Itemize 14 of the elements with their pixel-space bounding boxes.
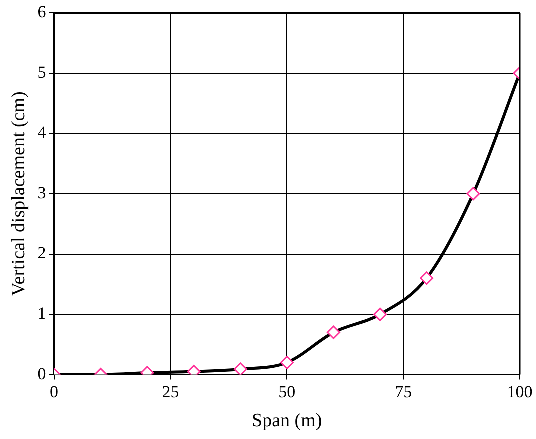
x-axis-title: Span (m) bbox=[252, 410, 322, 432]
y-tick-label: 5 bbox=[38, 62, 46, 82]
y-tick-label: 3 bbox=[38, 183, 46, 202]
y-tick-label: 4 bbox=[38, 123, 47, 142]
x-tick-label: 25 bbox=[162, 382, 180, 402]
x-tick-label: 50 bbox=[278, 382, 296, 402]
x-tick-label: 100 bbox=[507, 382, 533, 402]
y-tick-label: 1 bbox=[38, 304, 46, 323]
y-tick-label: 0 bbox=[38, 364, 46, 384]
x-tick-label: 0 bbox=[50, 382, 59, 402]
y-axis-title: Vertical displacement (cm) bbox=[8, 92, 30, 296]
y-tick-label: 6 bbox=[38, 2, 46, 22]
x-tick-label: 75 bbox=[395, 382, 412, 402]
y-tick-label: 2 bbox=[38, 244, 46, 263]
